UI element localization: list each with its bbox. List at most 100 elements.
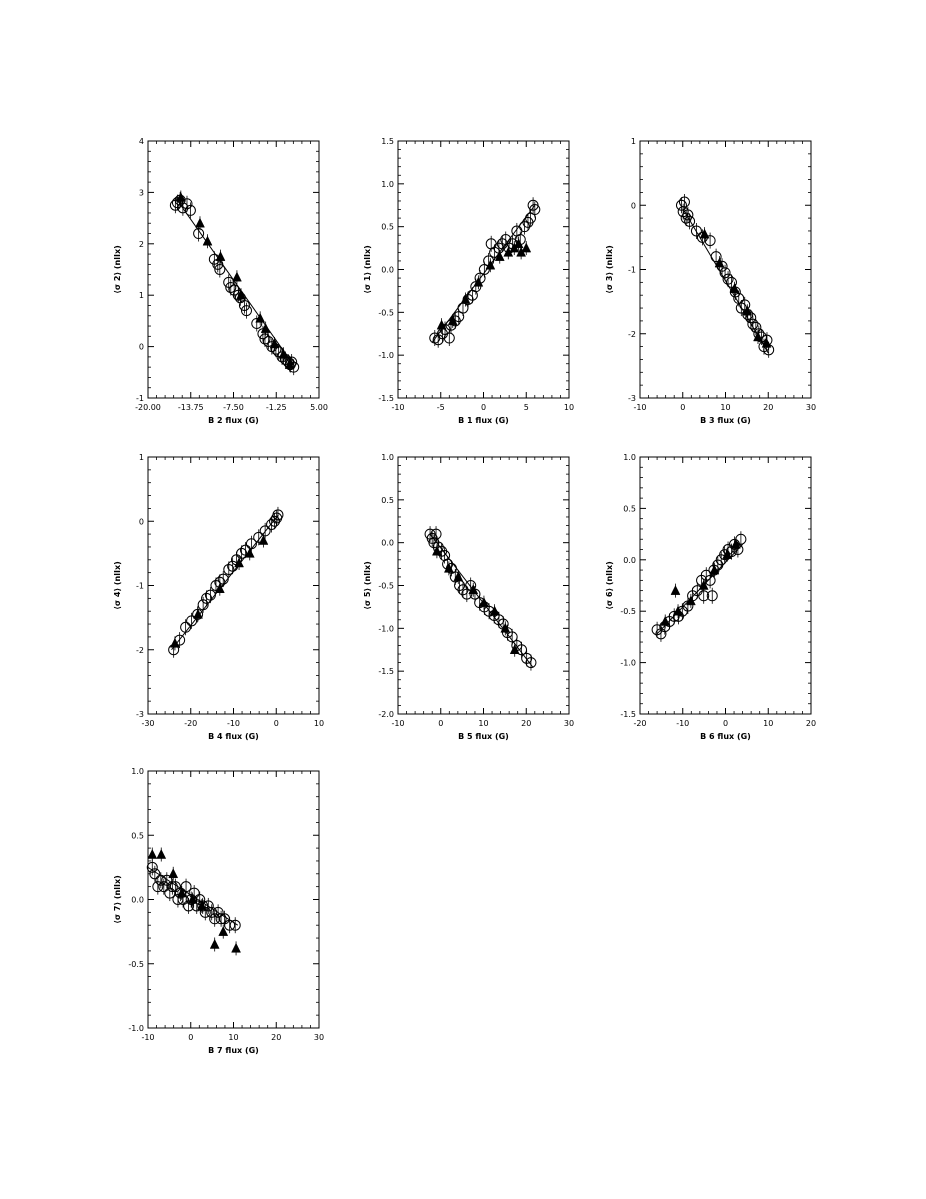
data-point-triangle bbox=[260, 321, 271, 336]
x-tick-label: -10 bbox=[391, 719, 404, 728]
y-axis-label: ⟨σ 5⟩ (nlIx) bbox=[363, 561, 372, 610]
fit-line bbox=[682, 208, 769, 354]
data-point-triangle bbox=[489, 604, 500, 619]
data-point-triangle bbox=[195, 216, 205, 231]
x-tick-label: -30 bbox=[141, 719, 154, 728]
data-point-triangle bbox=[685, 593, 696, 608]
data-point-circle bbox=[651, 621, 663, 638]
data-point-circle bbox=[240, 302, 252, 319]
y-tick-label: 0.5 bbox=[381, 223, 394, 232]
data-point-triangle bbox=[244, 546, 255, 561]
y-tick-label: 0.0 bbox=[381, 266, 394, 275]
y-tick-label: 1 bbox=[139, 291, 144, 300]
x-tick-label: 5.00 bbox=[310, 403, 328, 412]
data-point-circle bbox=[428, 534, 440, 551]
y-tick-label: 0.0 bbox=[131, 896, 144, 905]
y-tick-label: -2 bbox=[628, 330, 636, 339]
y-tick-label: -1.0 bbox=[128, 1024, 144, 1033]
panel-2: -10 -5 0 5 10 -1.5 -1.0 -0.5 0.0 0.5 1.0 1.5 B 1 flu… bbox=[363, 137, 574, 425]
data-point-circle bbox=[684, 213, 696, 230]
data-point-circle bbox=[184, 202, 196, 219]
data-point-circle bbox=[430, 526, 442, 543]
data-point-triangle bbox=[269, 337, 280, 352]
data-point-circle bbox=[516, 641, 528, 658]
data-point-triangle bbox=[479, 595, 489, 610]
x-tick-label: 20 bbox=[271, 1033, 281, 1042]
x-axis-label: B 3 flux (G) bbox=[700, 416, 751, 425]
data-point-circle bbox=[725, 274, 737, 291]
data-point-triangle bbox=[187, 892, 198, 907]
data-point-circle bbox=[214, 261, 226, 278]
x-axis-label: B 1 flux (G) bbox=[458, 416, 509, 425]
x-axis-label: B 2 flux (G) bbox=[208, 416, 259, 425]
data-point-triangle bbox=[436, 318, 447, 333]
data-point-circle bbox=[251, 315, 263, 332]
data-point-circle bbox=[204, 587, 216, 604]
x-tick-label: 10 bbox=[720, 403, 730, 412]
y-axis-label: ⟨σ 4⟩ (nlIx) bbox=[113, 561, 122, 610]
data-point-triangle bbox=[284, 357, 295, 372]
fit-line bbox=[429, 533, 534, 668]
data-point-circle bbox=[166, 878, 178, 895]
data-point-triangle bbox=[168, 866, 179, 881]
data-point-triangle bbox=[673, 604, 683, 619]
x-tick-label: -20 bbox=[633, 719, 646, 728]
x-tick-label: 0 bbox=[481, 403, 486, 412]
data-point-circle bbox=[439, 547, 451, 564]
data-point-circle bbox=[155, 872, 167, 889]
plot-frame bbox=[397, 140, 570, 399]
y-tick-label: 1.0 bbox=[381, 453, 394, 462]
x-tick-label: 10 bbox=[478, 719, 488, 728]
panel-1: -20.00 -13.75 -7.50 -1.25 5.00 -1 0 1 2 3 4 B 2 flu… bbox=[113, 137, 328, 425]
data-point-circle bbox=[682, 206, 694, 223]
data-point-triangle bbox=[218, 924, 229, 939]
y-tick-label: 4 bbox=[139, 137, 144, 146]
data-point-triangle bbox=[468, 582, 479, 597]
y-tick-label: -1.0 bbox=[378, 624, 394, 633]
y-axis-label: ⟨σ 3⟩ (nlIx) bbox=[605, 245, 614, 294]
data-point-circle bbox=[186, 612, 198, 629]
plot-frame bbox=[639, 456, 812, 715]
y-tick-label: 3 bbox=[139, 188, 144, 197]
x-tick-label: 10 bbox=[228, 1033, 238, 1042]
data-point-triangle bbox=[255, 311, 266, 326]
data-point-circle bbox=[149, 865, 161, 882]
y-axis-label: ⟨σ 7⟩ (nlIx) bbox=[113, 875, 122, 924]
y-tick-label: -1.0 bbox=[378, 351, 394, 360]
x-tick-label: -10 bbox=[141, 1033, 154, 1042]
data-point-circle bbox=[506, 628, 518, 645]
data-point-triangle bbox=[196, 898, 207, 913]
y-axis-label: ⟨σ 1⟩ (nlIx) bbox=[363, 245, 372, 294]
data-point-circle bbox=[238, 297, 250, 314]
data-point-triangle bbox=[761, 336, 772, 351]
y-tick-label: -1.5 bbox=[620, 710, 636, 719]
y-tick-label: -1.0 bbox=[620, 659, 636, 668]
y-tick-label: -3 bbox=[136, 710, 144, 719]
y-tick-label: 1 bbox=[631, 137, 636, 146]
data-point-triangle bbox=[698, 578, 709, 593]
data-point-triangle bbox=[714, 256, 725, 271]
x-tick-label: 20 bbox=[763, 403, 773, 412]
data-point-circle bbox=[529, 201, 541, 218]
data-point-circle bbox=[152, 878, 164, 895]
panel-6: -20 -10 0 10 20 -1.5 -1.0 -0.5 0.0 0.5 1.0 B 6 flux… bbox=[605, 453, 816, 741]
data-point-triangle bbox=[460, 292, 471, 307]
data-point-triangle bbox=[513, 236, 524, 251]
data-point-circle bbox=[161, 872, 173, 889]
x-tick-label: -5 bbox=[437, 403, 445, 412]
data-point-circle bbox=[710, 248, 722, 265]
y-tick-label: -0.5 bbox=[620, 607, 636, 616]
data-point-triangle bbox=[453, 569, 464, 584]
data-point-circle bbox=[225, 279, 237, 296]
x-axis-label: B 6 flux (G) bbox=[700, 732, 751, 741]
data-point-circle bbox=[704, 232, 716, 249]
data-point-triangle bbox=[509, 642, 520, 657]
y-tick-label: -0.5 bbox=[128, 960, 144, 969]
x-tick-label: 0 bbox=[188, 1033, 193, 1042]
x-tick-label: 10 bbox=[763, 719, 773, 728]
x-tick-label: 20 bbox=[521, 719, 531, 728]
data-point-circle bbox=[682, 598, 694, 615]
data-point-triangle bbox=[258, 533, 269, 548]
